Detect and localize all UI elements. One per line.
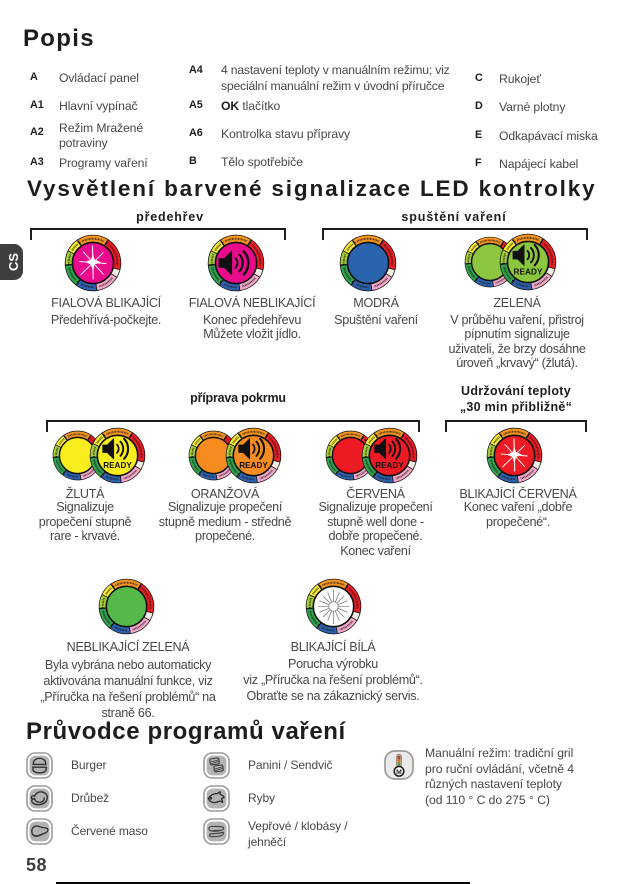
svg-text:READY: READY [103, 461, 132, 470]
svg-text:READY: READY [513, 267, 543, 277]
svg-text:M: M [396, 769, 402, 776]
svg-text:READY: READY [239, 461, 268, 470]
svg-text:READY: READY [375, 461, 404, 470]
